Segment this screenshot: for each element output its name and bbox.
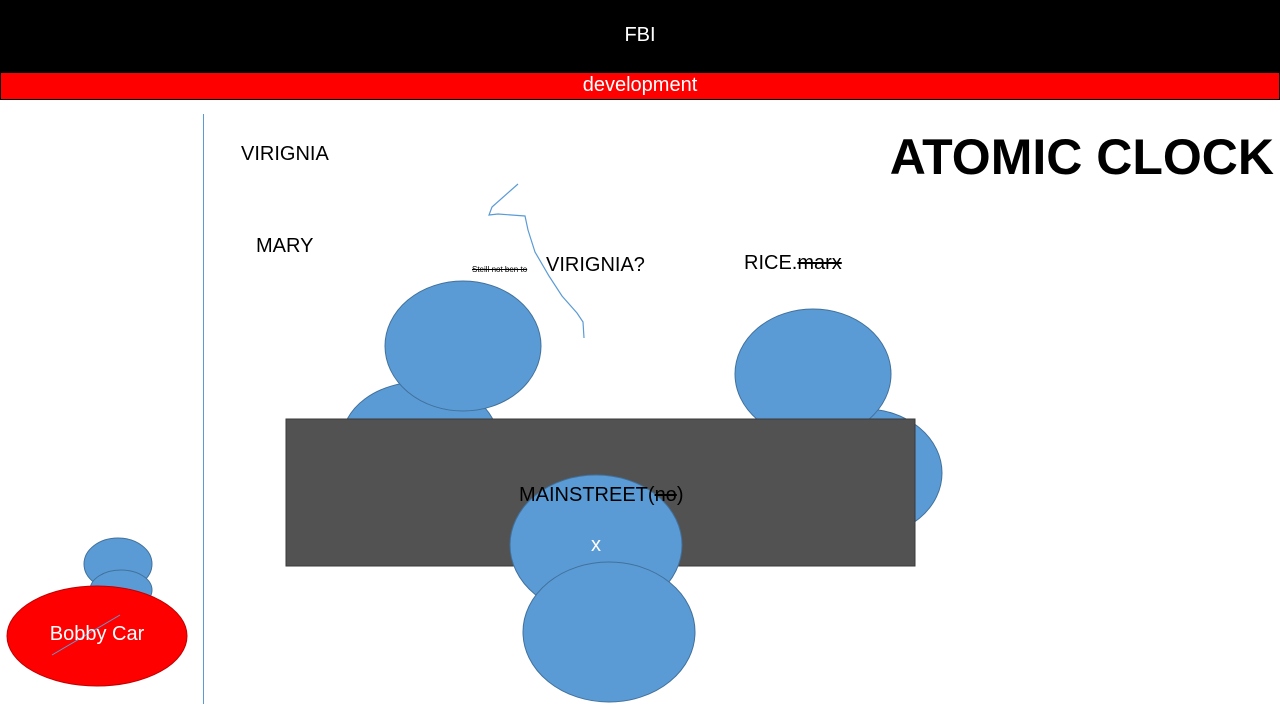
scribble-line <box>488 183 585 339</box>
bobby-car-label: Bobby Car <box>49 623 145 645</box>
top-banner <box>0 0 1280 72</box>
bobby-car-ellipse <box>6 585 188 687</box>
vertical-divider <box>203 114 204 704</box>
label-mainstreet: MAINSTREET(no) <box>519 484 683 507</box>
mainstreet-struck-text: no <box>654 484 677 506</box>
label-rice: RICE.marx <box>744 252 842 275</box>
rice-text: RICE. <box>744 252 798 274</box>
development-label: development <box>582 74 698 96</box>
rice-struck-text: marx <box>797 252 842 274</box>
banner-title: FBI <box>624 24 656 46</box>
blue-circle-center-lower <box>522 561 696 703</box>
atomic-clock-heading: ATOMIC CLOCK <box>889 129 1274 185</box>
development-banner <box>0 72 1280 100</box>
x-mark: x <box>591 534 601 556</box>
label-mary: MARY <box>256 235 314 257</box>
label-virginia-question: VIRIGNIA? <box>546 254 645 276</box>
mainstreet-close: ) <box>676 484 684 506</box>
label-virginia: VIRIGNIA <box>241 143 329 165</box>
small-struck-note: Steill not ben to <box>472 265 528 274</box>
bobby-car-strike-line <box>51 614 121 656</box>
mainstreet-text: MAINSTREET( <box>519 484 655 506</box>
blue-circle-left-upper <box>384 280 542 412</box>
